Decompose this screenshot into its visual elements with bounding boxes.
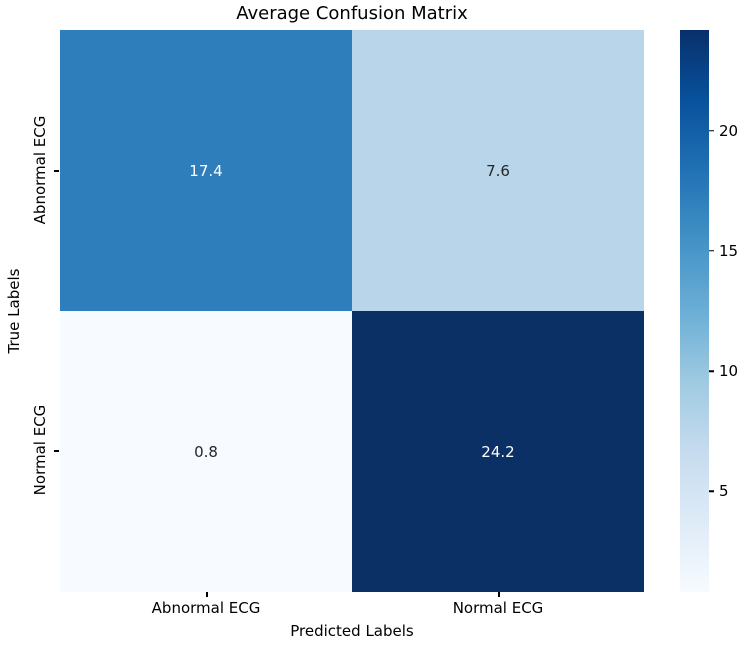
y-tick-mark — [54, 170, 59, 172]
x-axis-label: Predicted Labels — [290, 622, 414, 640]
heatmap: 17.4 7.6 0.8 24.2 — [60, 30, 644, 592]
y-tick-label-normal-ecg: Normal ECG — [31, 404, 49, 496]
heatmap-cell-true-normal-pred-normal: 24.2 — [352, 311, 644, 592]
colorbar-tick-mark — [709, 250, 714, 252]
x-tick-label-abnormal-ecg: Abnormal ECG — [151, 599, 261, 617]
cell-value: 0.8 — [194, 442, 218, 461]
x-tick-mark — [206, 592, 208, 597]
cell-value: 17.4 — [189, 161, 223, 180]
x-tick-label-normal-ecg: Normal ECG — [452, 599, 544, 617]
colorbar-tick-label: 15 — [719, 241, 739, 260]
heatmap-cell-true-abnormal-pred-abnormal: 17.4 — [60, 30, 352, 311]
heatmap-cell-true-normal-pred-abnormal: 0.8 — [60, 311, 352, 592]
y-tick-label-abnormal-ecg: Abnormal ECG — [31, 115, 49, 225]
y-tick-mark — [54, 450, 59, 452]
y-axis-label: True Labels — [5, 268, 23, 354]
colorbar-tick-label: 20 — [719, 121, 739, 140]
cell-value: 7.6 — [486, 161, 510, 180]
chart-title: Average Confusion Matrix — [236, 3, 468, 24]
colorbar-tick-mark — [709, 370, 714, 372]
colorbar-tick-label: 5 — [719, 482, 729, 501]
x-tick-mark — [498, 592, 500, 597]
colorbar-tick-mark — [709, 130, 714, 132]
colorbar-tick-mark — [709, 490, 714, 492]
cell-value: 24.2 — [481, 442, 515, 461]
colorbar-tick-label: 10 — [719, 362, 739, 381]
colorbar — [680, 30, 709, 592]
heatmap-cell-true-abnormal-pred-normal: 7.6 — [352, 30, 644, 311]
